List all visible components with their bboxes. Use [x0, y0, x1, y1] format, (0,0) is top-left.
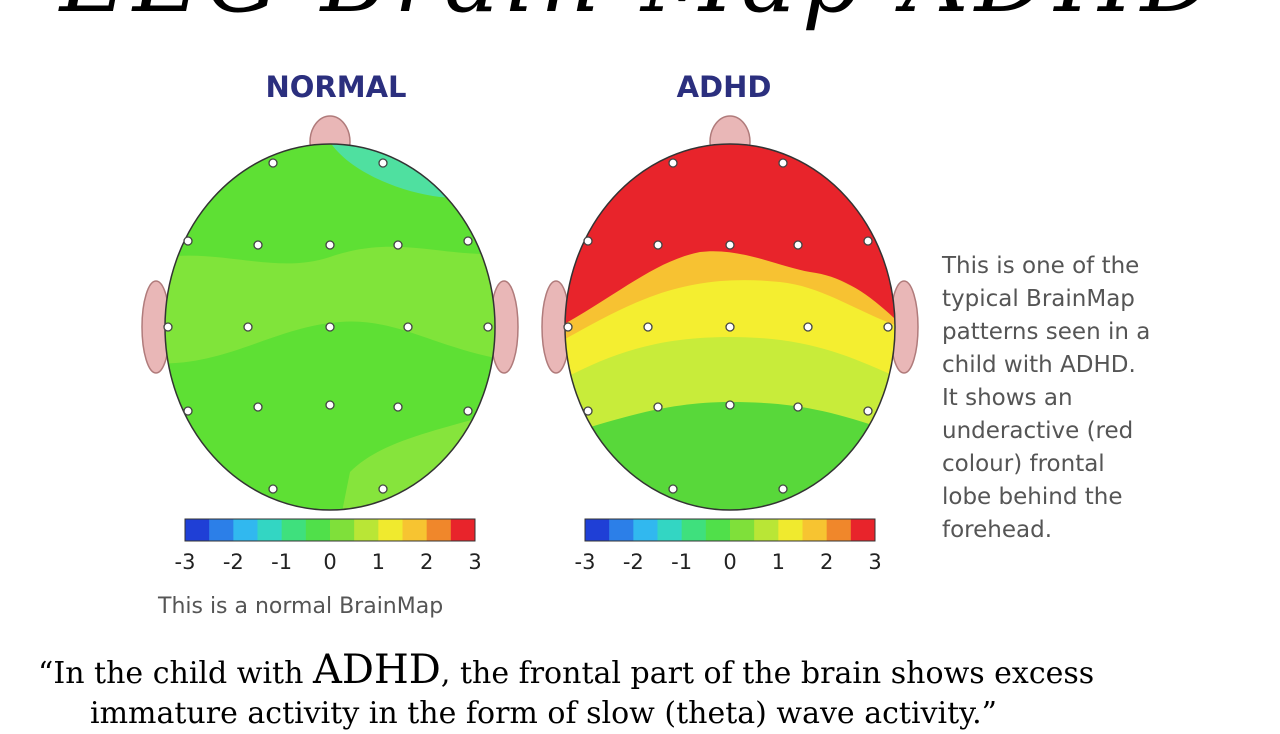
quote-rest: , the frontal part of the brain shows ex… — [440, 656, 1095, 691]
scale-swatch — [233, 519, 258, 541]
side-note-line: lobe behind the — [942, 484, 1123, 510]
scale-swatch — [730, 519, 755, 541]
scale-swatch — [354, 519, 379, 541]
scale-swatch — [305, 519, 331, 541]
scale-swatch — [209, 519, 234, 541]
scale-tick-label: -3 — [174, 550, 196, 574]
side-note-line: This is one of the — [942, 253, 1140, 279]
scale-swatch — [778, 519, 803, 541]
scale-tick-label: 1 — [371, 550, 386, 574]
scale-swatch — [705, 519, 731, 541]
adhd-side-note: This is one of the typical BrainMap patt… — [942, 250, 1202, 547]
scale-swatch — [426, 519, 452, 541]
scale-swatch — [281, 519, 307, 541]
scale-swatch — [257, 519, 283, 541]
scale-swatch — [657, 519, 683, 541]
scale-swatch — [802, 519, 828, 541]
scale-swatch — [450, 519, 476, 541]
scale-tick-label: -1 — [271, 550, 293, 574]
scale-swatch — [633, 519, 658, 541]
side-note-line: patterns seen in a — [942, 319, 1151, 345]
scale-swatch — [826, 519, 852, 541]
scale-tick-label: 1 — [771, 550, 786, 574]
scale-tick-label: -3 — [574, 550, 596, 574]
quote-open: “In the child with — [38, 656, 313, 691]
scale-tick-label: 0 — [723, 550, 737, 574]
scale-tick-label: 2 — [819, 550, 834, 574]
scale-tick-label: 3 — [468, 550, 482, 574]
scale-tick-label: -1 — [671, 550, 693, 574]
side-note-line: underactive (red — [942, 418, 1134, 444]
scale-tick-label: 0 — [323, 550, 337, 574]
scale-tick-label: 3 — [868, 550, 882, 574]
scale-swatch — [585, 519, 610, 541]
scale-tick-label: 2 — [419, 550, 434, 574]
scale-tick-label: -2 — [622, 550, 644, 574]
electrode-markers — [163, 158, 493, 494]
adhd-map-title: ADHD — [676, 70, 772, 104]
scale-swatch — [609, 519, 634, 541]
scale-swatch — [185, 519, 210, 541]
scale-swatch — [330, 519, 355, 541]
scale-swatch — [378, 519, 403, 541]
scale-swatch — [850, 519, 876, 541]
slide-title: EEG Brain Map ADHD — [0, 0, 1280, 33]
side-note-line: It shows an — [942, 385, 1073, 411]
scale-swatch — [681, 519, 707, 541]
scale-tick-label: -2 — [222, 550, 244, 574]
scale-swatch — [402, 519, 428, 541]
adhd-color-scale — [584, 518, 876, 542]
normal-color-scale — [184, 518, 476, 542]
side-note-line: child with ADHD. — [942, 352, 1136, 378]
normal-map-caption: This is a normal BrainMap — [158, 594, 444, 619]
normal-brain-map — [141, 115, 519, 511]
quote-emphasis: ADHD — [312, 647, 441, 693]
quote-text: “In the child with ADHD, the frontal par… — [38, 650, 1258, 734]
adhd-brain-map — [541, 115, 919, 511]
scale-swatch — [754, 519, 779, 541]
quote-line-2: immature activity in the form of slow (t… — [90, 696, 997, 731]
normal-map-title: NORMAL — [265, 70, 407, 104]
side-note-line: colour) frontal — [942, 451, 1105, 477]
electrode-markers — [563, 158, 893, 494]
side-note-line: typical BrainMap — [942, 286, 1135, 312]
side-note-line: forehead. — [942, 517, 1053, 543]
